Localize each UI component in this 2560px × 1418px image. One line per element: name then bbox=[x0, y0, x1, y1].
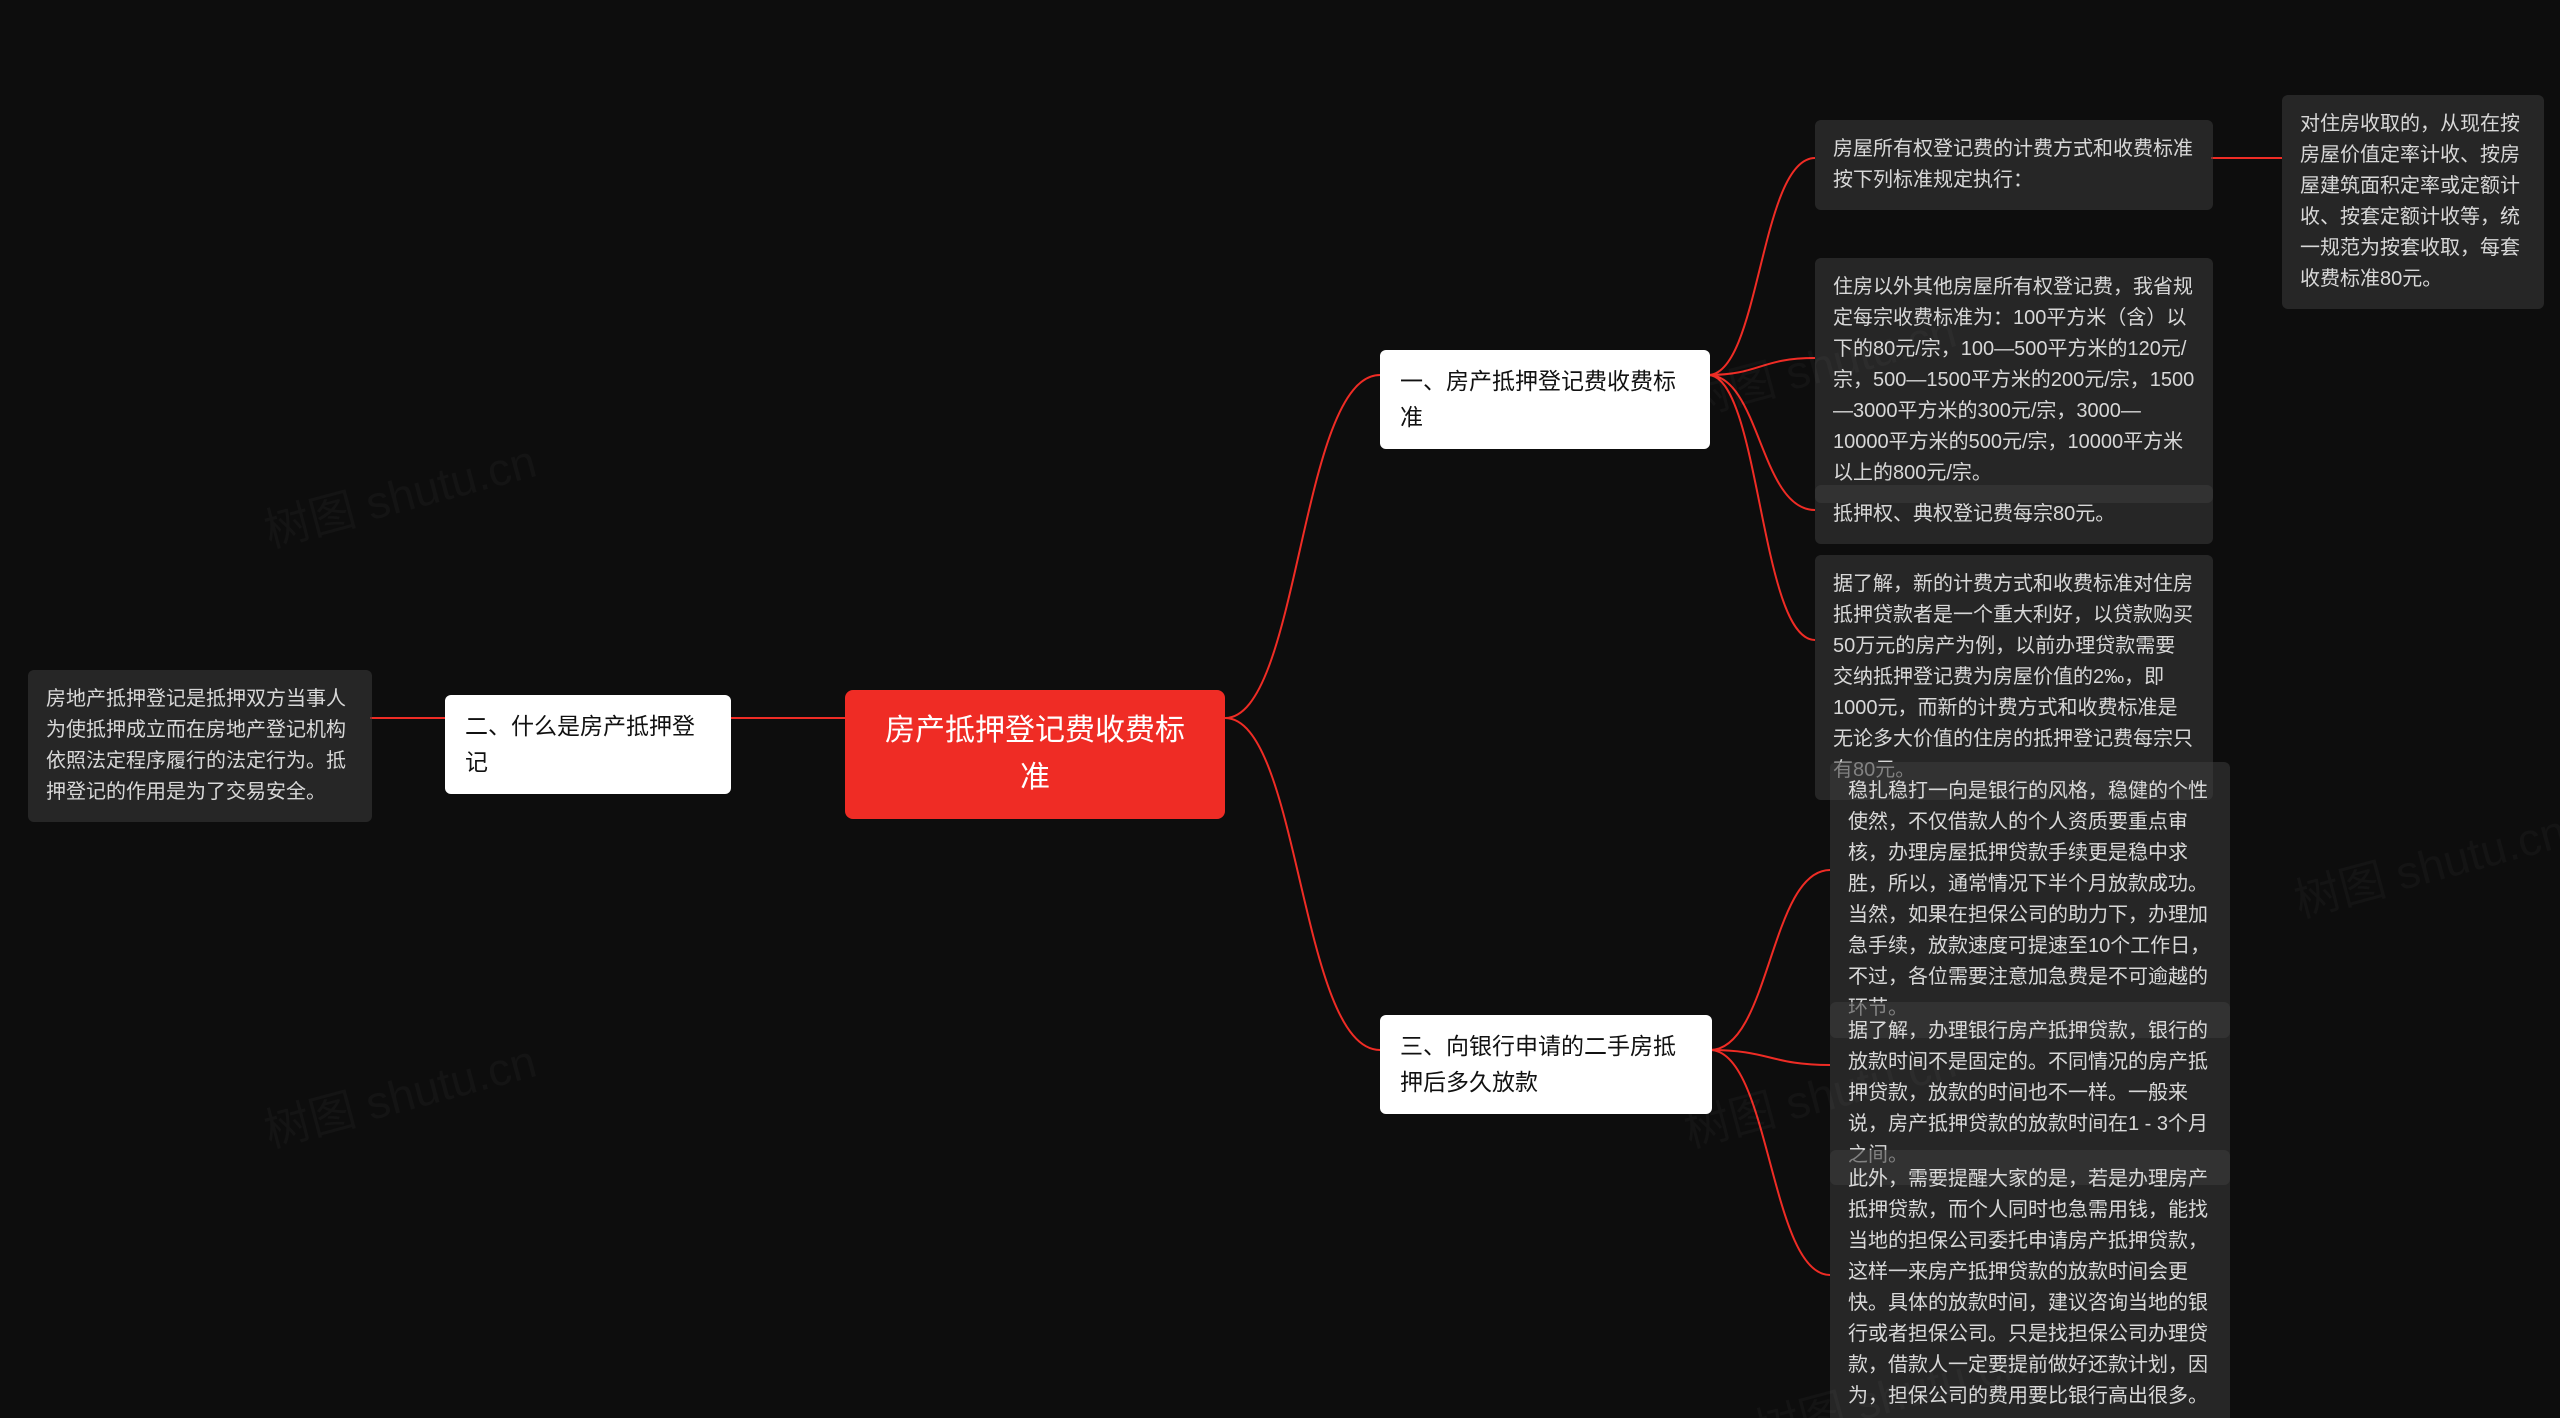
branch-3-leaf-c-text: 此外，需要提醒大家的是，若是办理房产抵押贷款，而个人同时也急需用钱，能找当地的担… bbox=[1848, 1168, 2208, 1407]
branch-3-leaf-c[interactable]: 此外，需要提醒大家的是，若是办理房产抵押贷款，而个人同时也急需用钱，能找当地的担… bbox=[1830, 1150, 2230, 1418]
branch-3-leaf-a[interactable]: 稳扎稳打一向是银行的风格，稳健的个性使然，不仅借款人的个人资质要重点审核，办理房… bbox=[1830, 762, 2230, 1038]
branch-1-leaf-a-child-text: 对住房收取的，从现在按房屋价值定率计收、按房屋建筑面积定率或定额计收、按套定额计… bbox=[2300, 113, 2520, 290]
mindmap-canvas: 房产抵押登记费收费标准 二、什么是房产抵押登记 房地产抵押登记是抵押双方当事人为… bbox=[0, 0, 2560, 1418]
branch-1-leaf-a-child[interactable]: 对住房收取的，从现在按房屋价值定率计收、按房屋建筑面积定率或定额计收、按套定额计… bbox=[2282, 95, 2544, 309]
root-label: 房产抵押登记费收费标准 bbox=[885, 714, 1185, 794]
branch-1-leaf-c-text: 抵押权、典权登记费每宗80元。 bbox=[1833, 503, 2115, 525]
root-node[interactable]: 房产抵押登记费收费标准 bbox=[845, 690, 1225, 819]
branch-3-leaf-a-text: 稳扎稳打一向是银行的风格，稳健的个性使然，不仅借款人的个人资质要重点审核，办理房… bbox=[1848, 780, 2210, 1019]
branch-1[interactable]: 一、房产抵押登记费收费标准 bbox=[1380, 350, 1710, 449]
branch-1-leaf-c[interactable]: 抵押权、典权登记费每宗80元。 bbox=[1815, 485, 2213, 544]
branch-1-leaf-d-text: 据了解，新的计费方式和收费标准对住房抵押贷款者是一个重大利好，以贷款购买50万元… bbox=[1833, 573, 2193, 781]
branch-1-leaf-a-text: 房屋所有权登记费的计费方式和收费标准按下列标准规定执行： bbox=[1833, 138, 2193, 191]
watermark: 树图 shutu.cn bbox=[256, 1025, 542, 1161]
branch-1-label: 一、房产抵押登记费收费标准 bbox=[1400, 368, 1676, 430]
branch-3-label: 三、向银行申请的二手房抵押后多久放款 bbox=[1400, 1033, 1676, 1095]
branch-2[interactable]: 二、什么是房产抵押登记 bbox=[445, 695, 731, 794]
branch-1-leaf-a[interactable]: 房屋所有权登记费的计费方式和收费标准按下列标准规定执行： bbox=[1815, 120, 2213, 210]
branch-1-leaf-b-text: 住房以外其他房屋所有权登记费，我省规定每宗收费标准为：100平方米（含）以下的8… bbox=[1833, 276, 2194, 484]
branch-2-leaf-text: 房地产抵押登记是抵押双方当事人为使抵押成立而在房地产登记机构依照法定程序履行的法… bbox=[46, 688, 346, 803]
watermark: 树图 shutu.cn bbox=[256, 425, 542, 561]
branch-3-leaf-b-text: 据了解，办理银行房产抵押贷款，银行的放款时间不是固定的。不同情况的房产抵押贷款，… bbox=[1848, 1020, 2208, 1166]
branch-3[interactable]: 三、向银行申请的二手房抵押后多久放款 bbox=[1380, 1015, 1712, 1114]
branch-2-label: 二、什么是房产抵押登记 bbox=[465, 713, 695, 775]
branch-2-leaf[interactable]: 房地产抵押登记是抵押双方当事人为使抵押成立而在房地产登记机构依照法定程序履行的法… bbox=[28, 670, 372, 822]
branch-1-leaf-b[interactable]: 住房以外其他房屋所有权登记费，我省规定每宗收费标准为：100平方米（含）以下的8… bbox=[1815, 258, 2213, 503]
watermark: 树图 shutu.cn bbox=[2286, 795, 2560, 931]
